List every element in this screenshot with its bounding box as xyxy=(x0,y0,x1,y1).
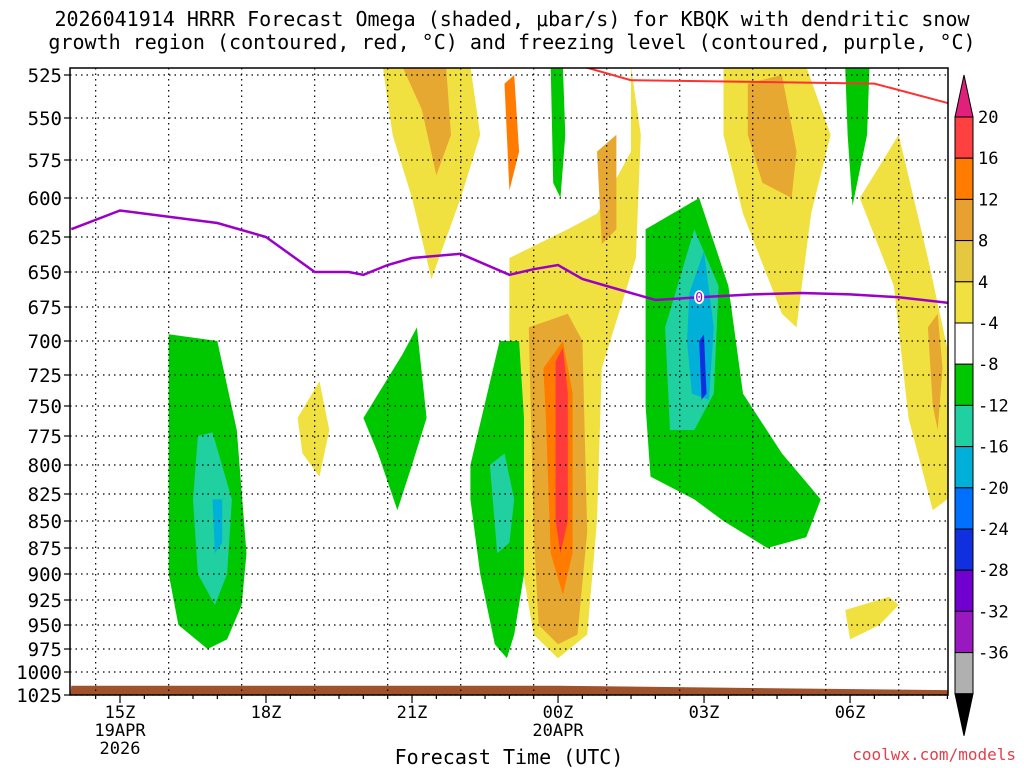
y-tick-label: 775 xyxy=(28,426,62,448)
colorbar-label: -24 xyxy=(978,520,1009,540)
colorbar-swatch xyxy=(954,487,974,530)
colorbar-swatch xyxy=(954,404,974,448)
colorbar-swatch xyxy=(954,652,974,695)
x-axis-label: Forecast Time (UTC) xyxy=(395,745,624,768)
colorbar-label: -16 xyxy=(978,438,1009,458)
colorbar-bottom-arrow xyxy=(954,693,974,736)
omega-region xyxy=(927,313,943,430)
colorbar-label: 4 xyxy=(978,273,988,293)
y-tick-label: 975 xyxy=(28,639,62,661)
colorbar-label: 20 xyxy=(978,108,998,128)
colorbar-swatch xyxy=(954,528,974,571)
omega-region xyxy=(403,68,451,176)
omega-region xyxy=(297,381,330,477)
omega-region xyxy=(845,68,870,206)
colorbar-swatch xyxy=(954,446,974,489)
colorbar-label: 16 xyxy=(978,149,998,169)
freezing-label-bg xyxy=(694,290,705,305)
y-tick-label: 700 xyxy=(28,331,62,353)
freezing-level-line xyxy=(70,209,948,305)
y-tick-label: 675 xyxy=(28,297,62,319)
x-tick-label: 15Z xyxy=(105,703,136,723)
colorbar-label: -8 xyxy=(978,355,998,375)
colorbar-swatch xyxy=(954,569,974,612)
colorbar-top-arrow xyxy=(954,74,974,118)
y-tick-label: 750 xyxy=(28,396,62,418)
y-tick-label: 950 xyxy=(28,615,62,637)
y-tick-label: 625 xyxy=(28,227,62,249)
colorbar-swatch xyxy=(954,240,974,283)
colorbar-swatch xyxy=(954,363,974,406)
x-tick-label: 21Z xyxy=(397,703,428,723)
colorbar-label: -36 xyxy=(978,644,1009,664)
omega-region xyxy=(193,432,232,605)
x-tick-label: 2026 xyxy=(100,739,141,759)
dendritic-growth-line xyxy=(584,68,948,105)
omega-region xyxy=(859,134,948,511)
colorbar-label: -32 xyxy=(978,602,1009,622)
omega-region xyxy=(550,68,566,198)
omega-region xyxy=(504,75,520,191)
omega-region xyxy=(969,66,971,100)
y-tick-label: 525 xyxy=(28,65,62,87)
omega-region xyxy=(383,68,481,279)
colorbar-label: -20 xyxy=(978,479,1009,499)
omega-region xyxy=(363,327,427,511)
x-tick-label: 03Z xyxy=(689,703,720,723)
y-tick-label: 550 xyxy=(28,108,62,130)
omega-region xyxy=(212,499,223,554)
y-tick-label: 800 xyxy=(28,455,62,477)
y-tick-label: 600 xyxy=(28,188,62,210)
y-tick-label: 825 xyxy=(28,484,62,506)
x-tick-label: 18Z xyxy=(251,703,282,723)
y-tick-label: 925 xyxy=(28,590,62,612)
colorbar-label: 8 xyxy=(978,232,988,252)
colorbar-swatch xyxy=(954,157,974,200)
ground-surface xyxy=(70,685,948,695)
credit-text: coolwx.com/models xyxy=(852,745,1016,764)
colorbar-swatch xyxy=(954,322,974,365)
title-line-2: growth region (contoured, red, °C) and f… xyxy=(48,30,976,54)
colorbar-label: -12 xyxy=(978,396,1009,416)
colorbar-label: -4 xyxy=(978,314,998,334)
colorbar-swatch xyxy=(954,116,974,159)
x-tick-label: 19APR xyxy=(94,721,146,741)
colorbar-label: 12 xyxy=(978,190,998,210)
omega-region xyxy=(747,75,797,198)
x-tick-label: 06Z xyxy=(835,703,866,723)
y-tick-label: 875 xyxy=(28,538,62,560)
title-line-1: 2026041914 HRRR Forecast Omega (shaded, … xyxy=(54,7,970,31)
omega-region xyxy=(555,347,568,554)
y-tick-label: 1025 xyxy=(16,685,62,707)
y-tick-label: 1000 xyxy=(16,662,62,684)
omega-region xyxy=(845,596,899,640)
colorbar-swatch xyxy=(954,610,974,654)
omega-region xyxy=(687,251,714,400)
y-tick-label: 575 xyxy=(28,150,62,172)
y-tick-label: 850 xyxy=(28,511,62,533)
colorbar-swatch xyxy=(954,198,974,242)
omega-region xyxy=(699,334,707,400)
colorbar-swatch xyxy=(954,281,974,324)
x-tick-label: 20APR xyxy=(532,721,584,741)
chart-title: 2026041914 HRRR Forecast Omega (shaded, … xyxy=(0,8,1024,54)
y-tick-label: 900 xyxy=(28,564,62,586)
freezing-level-label: 0 xyxy=(695,291,703,306)
y-tick-label: 650 xyxy=(28,262,62,284)
y-tick-label: 725 xyxy=(28,365,62,387)
omega-region xyxy=(489,453,515,554)
colorbar-label: -28 xyxy=(978,561,1009,581)
x-tick-label: 00Z xyxy=(543,703,574,723)
